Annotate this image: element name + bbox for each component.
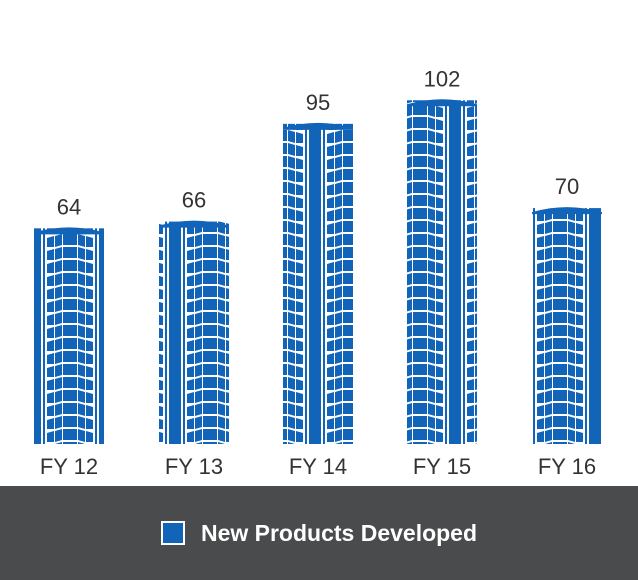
data-label: 102 — [424, 66, 461, 91]
data-label: 70 — [555, 174, 579, 199]
x-tick-label: FY 16 — [538, 454, 596, 479]
x-tick-label: FY 15 — [413, 454, 471, 479]
data-label: 95 — [306, 90, 330, 115]
legend-label: New Products Developed — [200, 519, 478, 546]
bar-fy-13 — [159, 220, 229, 444]
data-label: 66 — [182, 188, 206, 213]
legend-swatch — [160, 521, 185, 545]
bar-chart: 64 66 95 102 70 FY 12 FY 13 FY 14 FY 15 FY 16 — [34, 66, 602, 479]
bar-fy-16 — [532, 207, 602, 444]
bar-fy-15 — [407, 99, 477, 444]
bar-fy-14 — [283, 122, 353, 444]
x-tick-label: FY 14 — [289, 454, 347, 479]
legend: New Products Developed — [0, 486, 638, 580]
bar-fy-12 — [34, 227, 104, 444]
x-tick-label: FY 12 — [40, 454, 98, 479]
data-label: 64 — [57, 194, 81, 219]
x-tick-label: FY 13 — [165, 454, 223, 479]
